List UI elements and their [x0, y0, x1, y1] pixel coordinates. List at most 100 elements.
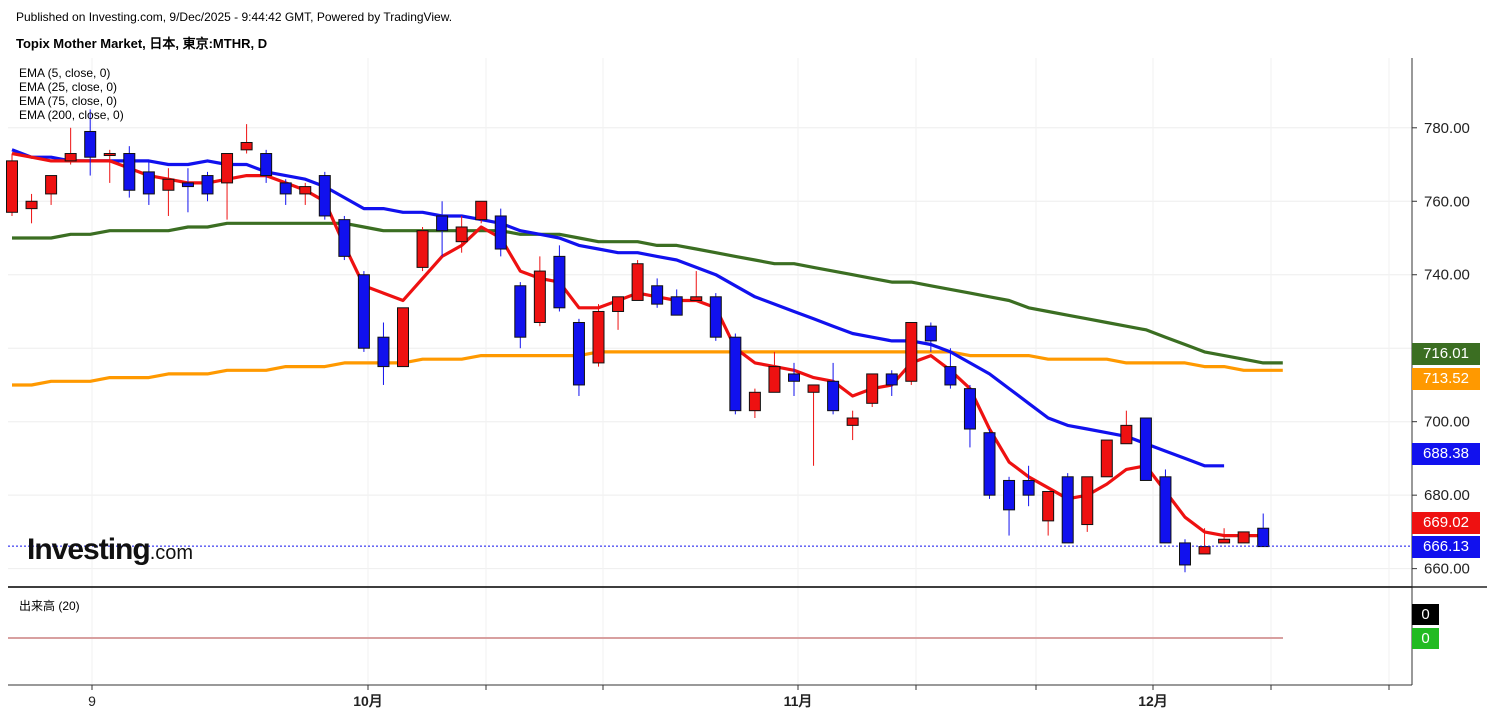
candle [670, 289, 683, 316]
candle [240, 124, 253, 154]
legend-ema25[interactable]: EMA (25, close, 0) [19, 80, 118, 94]
candle-body [807, 384, 820, 393]
candle-body [436, 215, 449, 232]
candle-body [729, 336, 742, 412]
candle-body [318, 175, 331, 217]
candle [1003, 476, 1016, 536]
candle [123, 146, 136, 198]
candle-body [1257, 527, 1270, 548]
candle-body [338, 219, 351, 257]
candle [1081, 476, 1094, 532]
candle [572, 318, 585, 396]
candle [651, 278, 664, 308]
legend-ema75[interactable]: EMA (75, close, 0) [19, 94, 118, 108]
x-tick-label: 9 [88, 693, 96, 709]
candle [944, 348, 957, 389]
candle-body [670, 296, 683, 316]
candle-body [103, 153, 116, 157]
badge-ema5: 669.02 [1412, 512, 1480, 534]
candle-body [533, 270, 546, 324]
ema5-line [11, 151, 1264, 538]
candle-body [416, 230, 429, 268]
candle [475, 200, 488, 224]
candle [181, 168, 194, 213]
candle [64, 127, 77, 165]
candle-body [1081, 476, 1094, 526]
candle [983, 429, 996, 499]
candle [592, 304, 605, 367]
candle-body [924, 325, 937, 342]
candle-body [768, 366, 781, 393]
candle-body [45, 175, 58, 195]
instrument-title: Topix Mother Market, 日本, 東京:MTHR, D [16, 36, 268, 51]
legend-ema200[interactable]: EMA (200, close, 0) [19, 108, 124, 122]
candle [1120, 410, 1133, 445]
candle [6, 153, 18, 216]
candle [768, 351, 781, 393]
ema25-line [11, 148, 1225, 468]
candle-body [25, 200, 38, 210]
y-tick-label: 660.00 [1424, 561, 1470, 578]
candle [514, 282, 527, 349]
published-info: Published on Investing.com, 9/Dec/2025 -… [16, 10, 453, 24]
candle-body [866, 373, 879, 404]
candle [866, 373, 879, 407]
candle-body [1179, 542, 1191, 566]
candle [1100, 439, 1113, 478]
candle [436, 201, 449, 257]
candle [357, 271, 370, 352]
candle [25, 193, 38, 224]
y-tick-label: 780.00 [1424, 120, 1470, 137]
candle-body [6, 160, 18, 213]
candle [1179, 539, 1191, 573]
candle-body [260, 153, 273, 177]
candle-body [709, 296, 722, 338]
candle-body [221, 153, 234, 184]
ema200-line [12, 350, 1283, 387]
candle-body [84, 130, 97, 158]
candle-body [846, 417, 859, 426]
candle-body [690, 296, 703, 301]
y-tick-label: 760.00 [1424, 193, 1470, 210]
candles [6, 109, 1270, 573]
candle-body [788, 373, 800, 382]
candle-body [963, 388, 976, 430]
legend-ema5[interactable]: EMA (5, close, 0) [19, 66, 111, 80]
candle-body [64, 153, 77, 162]
x-tick-label: 10月 [353, 693, 383, 709]
candle-body [514, 285, 527, 338]
candle [807, 384, 820, 466]
candle [1042, 490, 1055, 536]
candle-body [162, 178, 175, 191]
x-tick-label: 11月 [784, 693, 813, 709]
candle-body [1159, 476, 1172, 544]
candle-body [827, 380, 840, 412]
badge-ema25: 688.38 [1412, 443, 1480, 465]
candle-body [553, 255, 566, 309]
candle-body [885, 373, 898, 386]
candle-body [1218, 538, 1231, 544]
badge-ema200: 713.52 [1412, 368, 1480, 390]
badge-last-price: 666.13 [1412, 536, 1480, 558]
candle-body [240, 141, 253, 151]
candle [416, 226, 429, 272]
candle [260, 149, 273, 183]
candle [1257, 513, 1270, 548]
candle-body [357, 274, 370, 349]
candle-body [1237, 531, 1250, 544]
candle [103, 149, 116, 183]
candle-body [572, 322, 585, 386]
candle-body [475, 200, 488, 221]
candle-body [631, 263, 644, 301]
candle-body [1061, 476, 1074, 544]
candle [827, 362, 840, 415]
volume-badge-2: 0 [1412, 628, 1439, 649]
candle [142, 160, 155, 205]
candle [748, 388, 761, 419]
candle [279, 179, 292, 205]
candle-body [748, 391, 761, 412]
candle-body [455, 226, 468, 243]
volume-legend[interactable]: 出来高 (20) [19, 599, 80, 613]
candle [924, 322, 937, 352]
